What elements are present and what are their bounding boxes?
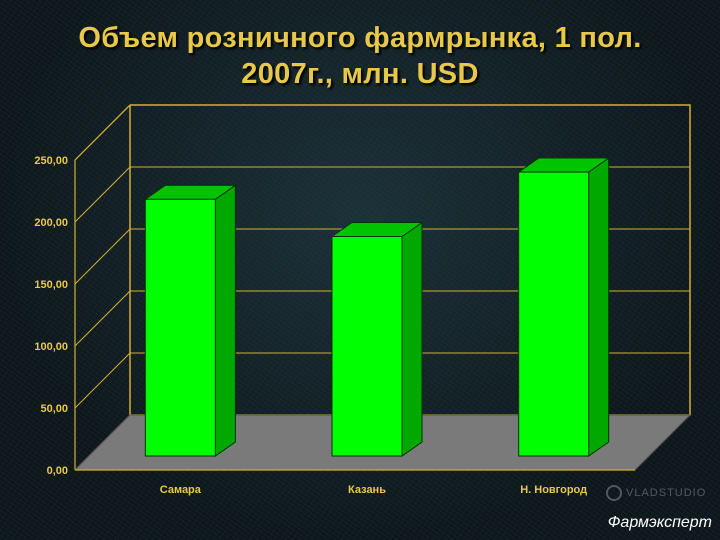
y-tick-label: 250,00 [34, 155, 68, 167]
y-tick-label: 50,00 [40, 403, 68, 415]
watermark-text: VLADSTUDIO [626, 487, 707, 499]
x-category-label: Казань [348, 484, 386, 496]
chart-title-line-2: 2007г., млн. USD [241, 58, 479, 90]
y-tick-label: 0,00 [47, 465, 68, 477]
gridline [74, 228, 690, 285]
y-tick-label: 100,00 [34, 341, 68, 353]
y-tick-label: 200,00 [34, 217, 68, 229]
gridline [74, 290, 690, 347]
watermark: VLADSTUDIO [606, 483, 710, 503]
gridline [74, 352, 690, 409]
vladstudio-logo-icon [606, 485, 622, 501]
gridline [74, 166, 690, 223]
gridline [74, 104, 690, 161]
y-tick-label: 150,00 [34, 279, 68, 291]
chart-title-line-1: Объем розничного фармрынка, 1 пол. [78, 22, 642, 54]
bar [144, 198, 216, 457]
bar [518, 171, 590, 457]
source-footer: Фармэксперт [607, 514, 712, 531]
x-category-label: Н. Новгород [520, 484, 587, 496]
x-category-label: Самара [160, 484, 202, 496]
bar-side [214, 184, 236, 457]
bar-side [401, 221, 423, 457]
bar-side [588, 157, 610, 457]
bar [331, 236, 403, 457]
